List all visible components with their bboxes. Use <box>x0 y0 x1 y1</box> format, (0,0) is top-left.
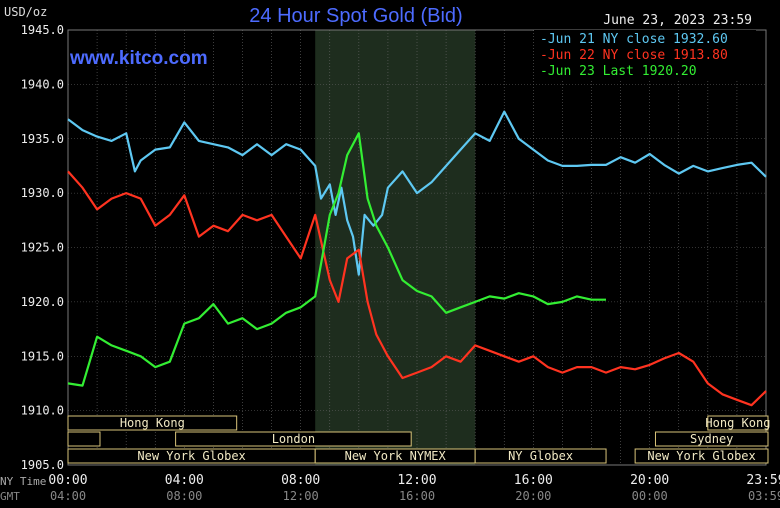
session-label: New York NYMEX <box>345 449 447 463</box>
legend-entry: -Jun 23 Last 1920.20 <box>540 64 697 79</box>
session-box <box>67 431 101 447</box>
x-axis-label-gmt: GMT <box>0 490 20 503</box>
x-tick-label-gmt: 12:00 <box>283 489 319 503</box>
y-axis-label: USD/oz <box>4 5 47 19</box>
y-tick-label: 1935.0 <box>21 132 64 146</box>
x-tick-label-gmt: 16:00 <box>399 489 435 503</box>
session-label: London <box>272 432 315 446</box>
session-label: New York Globex <box>137 449 245 463</box>
plot-frame <box>67 29 767 466</box>
x-tick-label-ny: 04:00 <box>165 473 204 488</box>
session-label: Sydney <box>690 432 733 446</box>
y-axis-ticks: 1945.0 1940.0 1935.0 1930.0 1925.0 1920.0 1915… <box>21 23 64 472</box>
y-tick-label: 1925.0 <box>21 241 64 255</box>
x-tick-label-ny: 23:59 <box>746 473 780 488</box>
session-box <box>634 448 769 464</box>
x-axis-ticks: 00:0004:0008:0012:0016:0020:0023:5904:00… <box>48 473 780 503</box>
x-tick-label-ny: 00:00 <box>48 473 87 488</box>
x-tick-label-gmt: 20:00 <box>515 489 551 503</box>
y-tick-label: 1920.0 <box>21 295 64 309</box>
series-layer <box>67 110 767 407</box>
session-box <box>67 415 238 431</box>
y-tick-label: 1940.0 <box>21 77 64 91</box>
session-label: Hong Kong <box>120 416 185 430</box>
session-label: Hong Kong <box>705 416 770 430</box>
x-tick-label-ny: 08:00 <box>281 473 320 488</box>
session-box <box>707 415 769 431</box>
y-tick-label: 1915.0 <box>21 349 64 363</box>
session-box <box>654 431 769 447</box>
session-label: New York Globex <box>647 449 755 463</box>
session-label: NY Globex <box>508 449 573 463</box>
legend-entry: -Jun 22 NY close 1913.80 <box>540 48 728 63</box>
session-box <box>474 448 607 464</box>
legend-entry: -Jun 21 NY close 1932.60 <box>540 32 728 47</box>
x-tick-label-gmt: 04:00 <box>50 489 86 503</box>
series-line-2 <box>67 170 767 407</box>
chart-title: 24 Hour Spot Gold (Bid) <box>249 5 462 27</box>
trading-sessions: Hong Kong London New York Globex New York N… <box>67 415 770 464</box>
watermark: www.kitco.com <box>69 48 208 69</box>
session-box <box>175 431 412 447</box>
x-tick-label-gmt: 03:59 <box>748 489 780 503</box>
x-tick-label-ny: 16:00 <box>514 473 553 488</box>
legend: -Jun 21 NY close 1932.60-Jun 22 NY close… <box>534 30 756 80</box>
legend-box <box>534 30 756 80</box>
y-tick-label: 1905.0 <box>21 458 64 472</box>
series-line-3 <box>67 132 606 387</box>
series-line-1 <box>67 110 767 276</box>
x-tick-label-gmt: 00:00 <box>632 489 668 503</box>
x-tick-label-gmt: 08:00 <box>166 489 202 503</box>
x-tick-label-ny: 12:00 <box>397 473 436 488</box>
grid <box>67 29 767 466</box>
x-tick-label-ny: 20:00 <box>630 473 669 488</box>
y-tick-label: 1930.0 <box>21 186 64 200</box>
x-axis-label-ny: NY Time <box>0 475 46 488</box>
y-tick-label: 1910.0 <box>21 404 64 418</box>
y-tick-label: 1945.0 <box>21 23 64 37</box>
chart-datetime: June 23, 2023 23:59 <box>603 13 752 28</box>
